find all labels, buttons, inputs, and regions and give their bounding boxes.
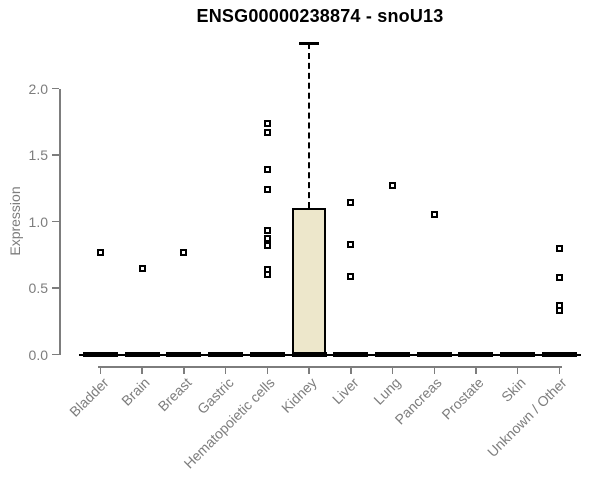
median-bar: [541, 352, 577, 357]
chart-title: ENSG00000238874 - snoU13: [196, 6, 444, 26]
median-bar: [500, 352, 536, 357]
x-tick: [183, 367, 185, 374]
median-bar: [458, 352, 494, 357]
outlier-point: [97, 248, 104, 256]
outlier-point: [389, 182, 397, 190]
x-tick: [475, 367, 477, 374]
x-tick: [308, 367, 310, 374]
median-bar: [416, 352, 452, 357]
x-tick: [141, 367, 143, 374]
outlier-point: [263, 235, 271, 243]
median-bar: [375, 352, 411, 357]
x-tick: [99, 367, 102, 374]
outlier-point: [347, 199, 355, 207]
x-tick: [558, 367, 561, 374]
whisker: [308, 43, 311, 209]
y-tick-label: 0.0: [28, 346, 48, 363]
y-tick: [52, 353, 59, 356]
outlier-point: [138, 264, 146, 272]
y-tick-label: 2.0: [28, 80, 48, 97]
x-tick: [224, 367, 227, 374]
median-bar: [333, 352, 369, 357]
y-tick-label: 1.0: [28, 213, 48, 230]
outlier-point: [347, 272, 355, 280]
outlier-point: [263, 166, 271, 174]
median-bar: [124, 352, 160, 357]
outlier-point: [555, 307, 563, 315]
x-tick: [391, 367, 394, 374]
outlier-point: [263, 271, 271, 279]
x-tick: [433, 367, 435, 374]
x-tick: [516, 367, 519, 374]
y-tick: [52, 154, 59, 156]
median-bar: [166, 352, 202, 357]
outlier-point: [180, 248, 188, 256]
box: [292, 208, 327, 355]
y-axis-line: [59, 88, 61, 355]
y-tick: [52, 287, 59, 289]
median-bar: [249, 352, 285, 357]
outlier-point: [347, 240, 355, 248]
outlier-point: [430, 211, 438, 219]
outlier-point: [263, 128, 271, 136]
whisker-cap: [299, 41, 320, 45]
x-axis-line: [97, 366, 563, 368]
outlier-point: [555, 273, 563, 281]
x-tick: [350, 367, 352, 374]
outlier-point: [555, 244, 563, 252]
y-tick-label: 1.5: [28, 147, 48, 163]
median-bar: [291, 352, 327, 357]
outlier-point: [263, 186, 271, 194]
outlier-point: [263, 227, 271, 235]
outlier-point: [263, 119, 271, 127]
median-bar: [208, 352, 244, 357]
median-bar: [83, 352, 118, 357]
outlier-point: [263, 241, 271, 249]
y-tick: [52, 220, 59, 223]
x-tick: [266, 367, 269, 374]
y-tick: [52, 87, 59, 90]
y-tick-label: 0.5: [28, 280, 48, 296]
